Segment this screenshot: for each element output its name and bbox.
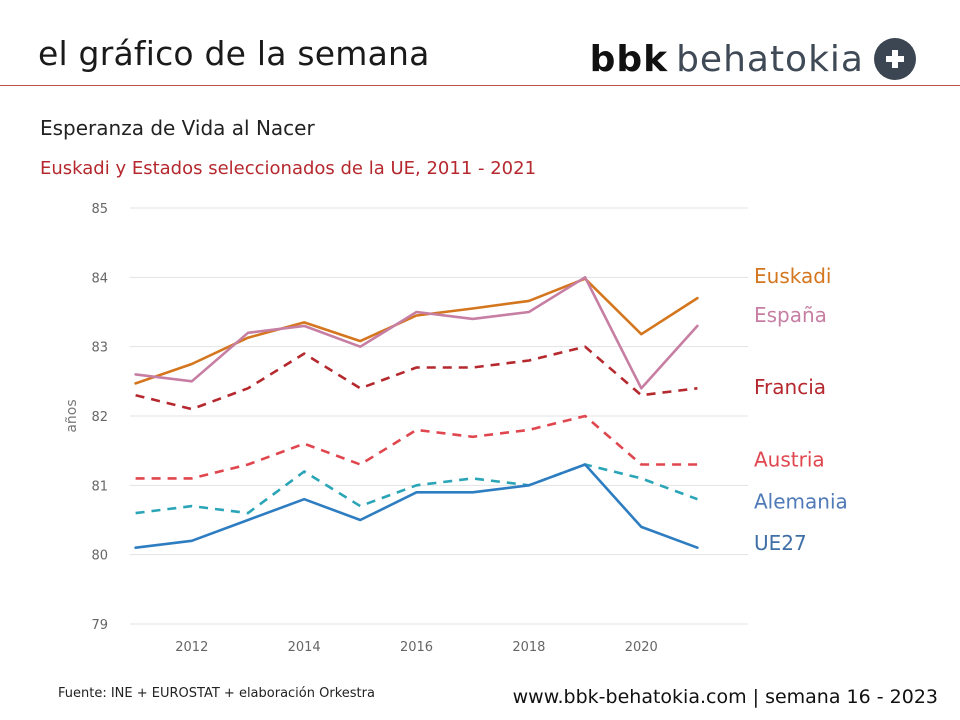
series-line-alemania — [135, 463, 698, 515]
brand-name: behatokia — [676, 38, 864, 80]
y-tick-label-84: 84 — [91, 271, 108, 286]
source-note: Fuente: INE + EUROSTAT + elaboración Ork… — [58, 686, 375, 701]
series-line-ue27 — [134, 463, 699, 550]
chart-subtitle: Euskadi y Estados seleccionados de la UE… — [40, 158, 537, 179]
series-label-austria: Austria — [754, 448, 825, 472]
series-label-españa: España — [754, 303, 827, 327]
x-tick-label-2012: 2012 — [175, 640, 208, 655]
x-tick-label-2020: 2020 — [625, 640, 658, 655]
footer-website: www.bbk-behatokia.com | semana 16 - 2023 — [512, 686, 938, 708]
header-divider — [0, 85, 960, 86]
x-tick-label-2018: 2018 — [512, 640, 545, 655]
chart-title: Esperanza de Vida al Nacer — [40, 116, 315, 140]
y-tick-label-83: 83 — [91, 341, 108, 356]
series-label-francia: Francia — [754, 375, 826, 399]
y-tick-label-85: 85 — [91, 202, 108, 217]
y-tick-label-80: 80 — [91, 549, 108, 564]
series-label-alemania: Alemania — [754, 489, 848, 513]
brand-logo: bbk behatokia — [590, 34, 916, 84]
series-line-españa — [134, 275, 699, 390]
series-line-euskadi — [134, 277, 699, 385]
y-tick-label-81: 81 — [91, 479, 108, 494]
series-line-francia — [135, 345, 698, 411]
x-tick-label-2014: 2014 — [288, 640, 321, 655]
series-label-euskadi: Euskadi — [754, 264, 831, 288]
y-tick-label-82: 82 — [91, 410, 108, 425]
brand-prefix: bbk — [589, 38, 669, 80]
series-line-austria — [135, 414, 698, 480]
x-tick-label-2016: 2016 — [400, 640, 433, 655]
page-title: el gráfico de la semana — [38, 34, 430, 73]
y-tick-label-79: 79 — [91, 618, 108, 633]
series-label-ue27: UE27 — [754, 531, 807, 555]
y-axis-label: años — [64, 399, 80, 432]
plus-icon — [874, 38, 916, 80]
